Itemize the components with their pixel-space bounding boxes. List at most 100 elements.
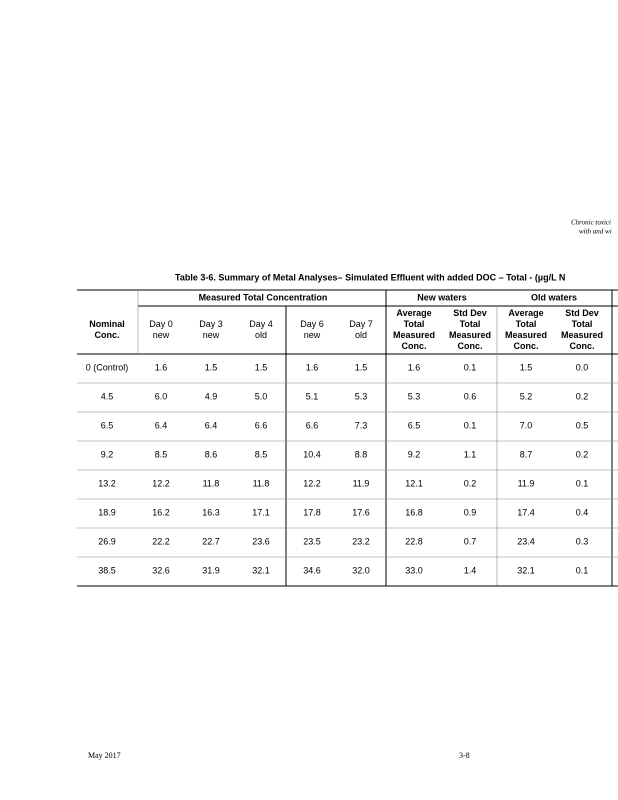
cell: 0.5 — [576, 420, 589, 430]
cell: 1.6 — [155, 362, 168, 372]
cell: 11.9 — [353, 478, 370, 488]
cell: 1.6 — [306, 362, 319, 372]
cell: 34.6 — [303, 565, 321, 575]
cell: 0.6 — [464, 391, 477, 401]
cell: 11.8 — [253, 478, 270, 488]
cell: 38.5 — [98, 565, 116, 575]
cell: 1.5 — [355, 362, 368, 372]
cell: 23.4 — [517, 536, 535, 546]
column-header: Measured — [561, 330, 603, 340]
column-header: Conc. — [569, 341, 594, 351]
column-header: new — [203, 330, 220, 340]
cell: 22.7 — [202, 536, 220, 546]
cell: 17.1 — [252, 507, 270, 517]
column-header: Average — [396, 308, 431, 318]
running-header: with and wi — [579, 228, 612, 236]
column-header: Measured — [393, 330, 435, 340]
cell: 6.0 — [155, 391, 168, 401]
column-header: Day 6 — [300, 319, 324, 329]
cell: 9.2 — [101, 449, 114, 459]
column-header: Total — [516, 319, 537, 329]
cell: 0 (Control) — [86, 362, 129, 372]
cell: 1.4 — [464, 565, 477, 575]
cell: 1.5 — [205, 362, 218, 372]
column-header: Nominal — [89, 319, 125, 329]
column-header: Day 4 — [249, 319, 273, 329]
cell: 0.1 — [464, 420, 477, 430]
cell: 12.2 — [152, 478, 170, 488]
cell: 8.7 — [520, 449, 533, 459]
group-header: Old waters — [531, 292, 577, 302]
cell: 17.6 — [352, 507, 370, 517]
cell: 11.9 — [518, 478, 535, 488]
cell: 17.4 — [517, 507, 535, 517]
cell: 0.4 — [576, 507, 589, 517]
cell: 16.8 — [405, 507, 423, 517]
column-header: Average — [508, 308, 543, 318]
cell: 9.2 — [408, 449, 421, 459]
cell: 6.5 — [101, 420, 114, 430]
running-header: Chronic toxici — [571, 219, 611, 227]
column-header: Measured — [449, 330, 491, 340]
cell: 31.9 — [202, 565, 220, 575]
cell: 0.1 — [464, 362, 477, 372]
column-header: new — [304, 330, 321, 340]
cell: 6.4 — [205, 420, 218, 430]
column-header: Day 7 — [349, 319, 373, 329]
cell: 6.4 — [155, 420, 168, 430]
cell: 0.9 — [464, 507, 477, 517]
cell: 0.2 — [464, 478, 477, 488]
column-header: old — [355, 330, 367, 340]
column-header: new — [153, 330, 170, 340]
cell: 32.0 — [352, 565, 370, 575]
cell: 0.1 — [576, 565, 589, 575]
cell: 8.5 — [255, 449, 268, 459]
cell: 33.0 — [405, 565, 423, 575]
group-header: Measured Total Concentration — [199, 292, 328, 302]
cell: 4.9 — [205, 391, 218, 401]
cell: 1.1 — [464, 449, 477, 459]
cell: 4.5 — [101, 391, 114, 401]
column-header: Day 0 — [149, 319, 173, 329]
cell: 17.8 — [303, 507, 321, 517]
table-title: Table 3-6. Summary of Metal Analyses– Si… — [175, 272, 565, 282]
cell: 1.6 — [408, 362, 421, 372]
cell: 32.6 — [152, 565, 170, 575]
cell: 5.3 — [355, 391, 368, 401]
column-header: old — [255, 330, 267, 340]
cell: 5.0 — [255, 391, 268, 401]
cell: 0.7 — [464, 536, 477, 546]
cell: 5.1 — [306, 391, 319, 401]
cell: 0.1 — [576, 478, 589, 488]
cell: 26.9 — [98, 536, 116, 546]
cell: 7.3 — [355, 420, 368, 430]
cell: 18.9 — [98, 507, 116, 517]
cell: 7.0 — [520, 420, 533, 430]
cell: 22.2 — [152, 536, 170, 546]
cell: 22.8 — [405, 536, 423, 546]
cell: 13.2 — [98, 478, 116, 488]
cell: 0.2 — [576, 449, 589, 459]
column-header: Conc. — [94, 330, 119, 340]
cell: 12.2 — [303, 478, 321, 488]
column-header: Total — [404, 319, 425, 329]
cell: 23.6 — [252, 536, 270, 546]
column-header: Total — [572, 319, 593, 329]
cell: 16.3 — [202, 507, 220, 517]
footer-date: May 2017 — [88, 751, 121, 760]
column-header: Day 3 — [199, 319, 223, 329]
cell: 5.3 — [408, 391, 421, 401]
column-header: Std Dev — [453, 308, 487, 318]
column-header: Conc. — [457, 341, 482, 351]
group-header: New waters — [417, 292, 467, 302]
column-header: Conc. — [513, 341, 538, 351]
cell: 23.5 — [303, 536, 321, 546]
cell: 0.2 — [576, 391, 589, 401]
cell: 1.5 — [255, 362, 268, 372]
cell: 23.2 — [352, 536, 370, 546]
column-header: Measured — [505, 330, 547, 340]
cell: 16.2 — [152, 507, 170, 517]
cell: 6.5 — [408, 420, 421, 430]
